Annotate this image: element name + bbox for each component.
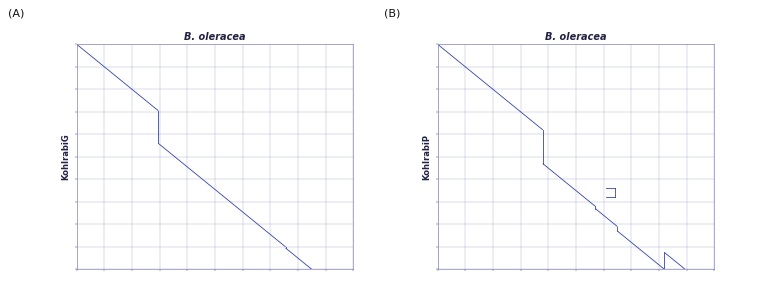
Text: (B): (B) (384, 9, 400, 19)
Y-axis label: KohlrabiG: KohlrabiG (61, 133, 71, 180)
Y-axis label: KohlrabiP: KohlrabiP (422, 134, 432, 180)
Text: (A): (A) (8, 9, 24, 19)
Title: B. oleracea: B. oleracea (184, 32, 246, 42)
Title: B. oleracea: B. oleracea (545, 32, 607, 42)
